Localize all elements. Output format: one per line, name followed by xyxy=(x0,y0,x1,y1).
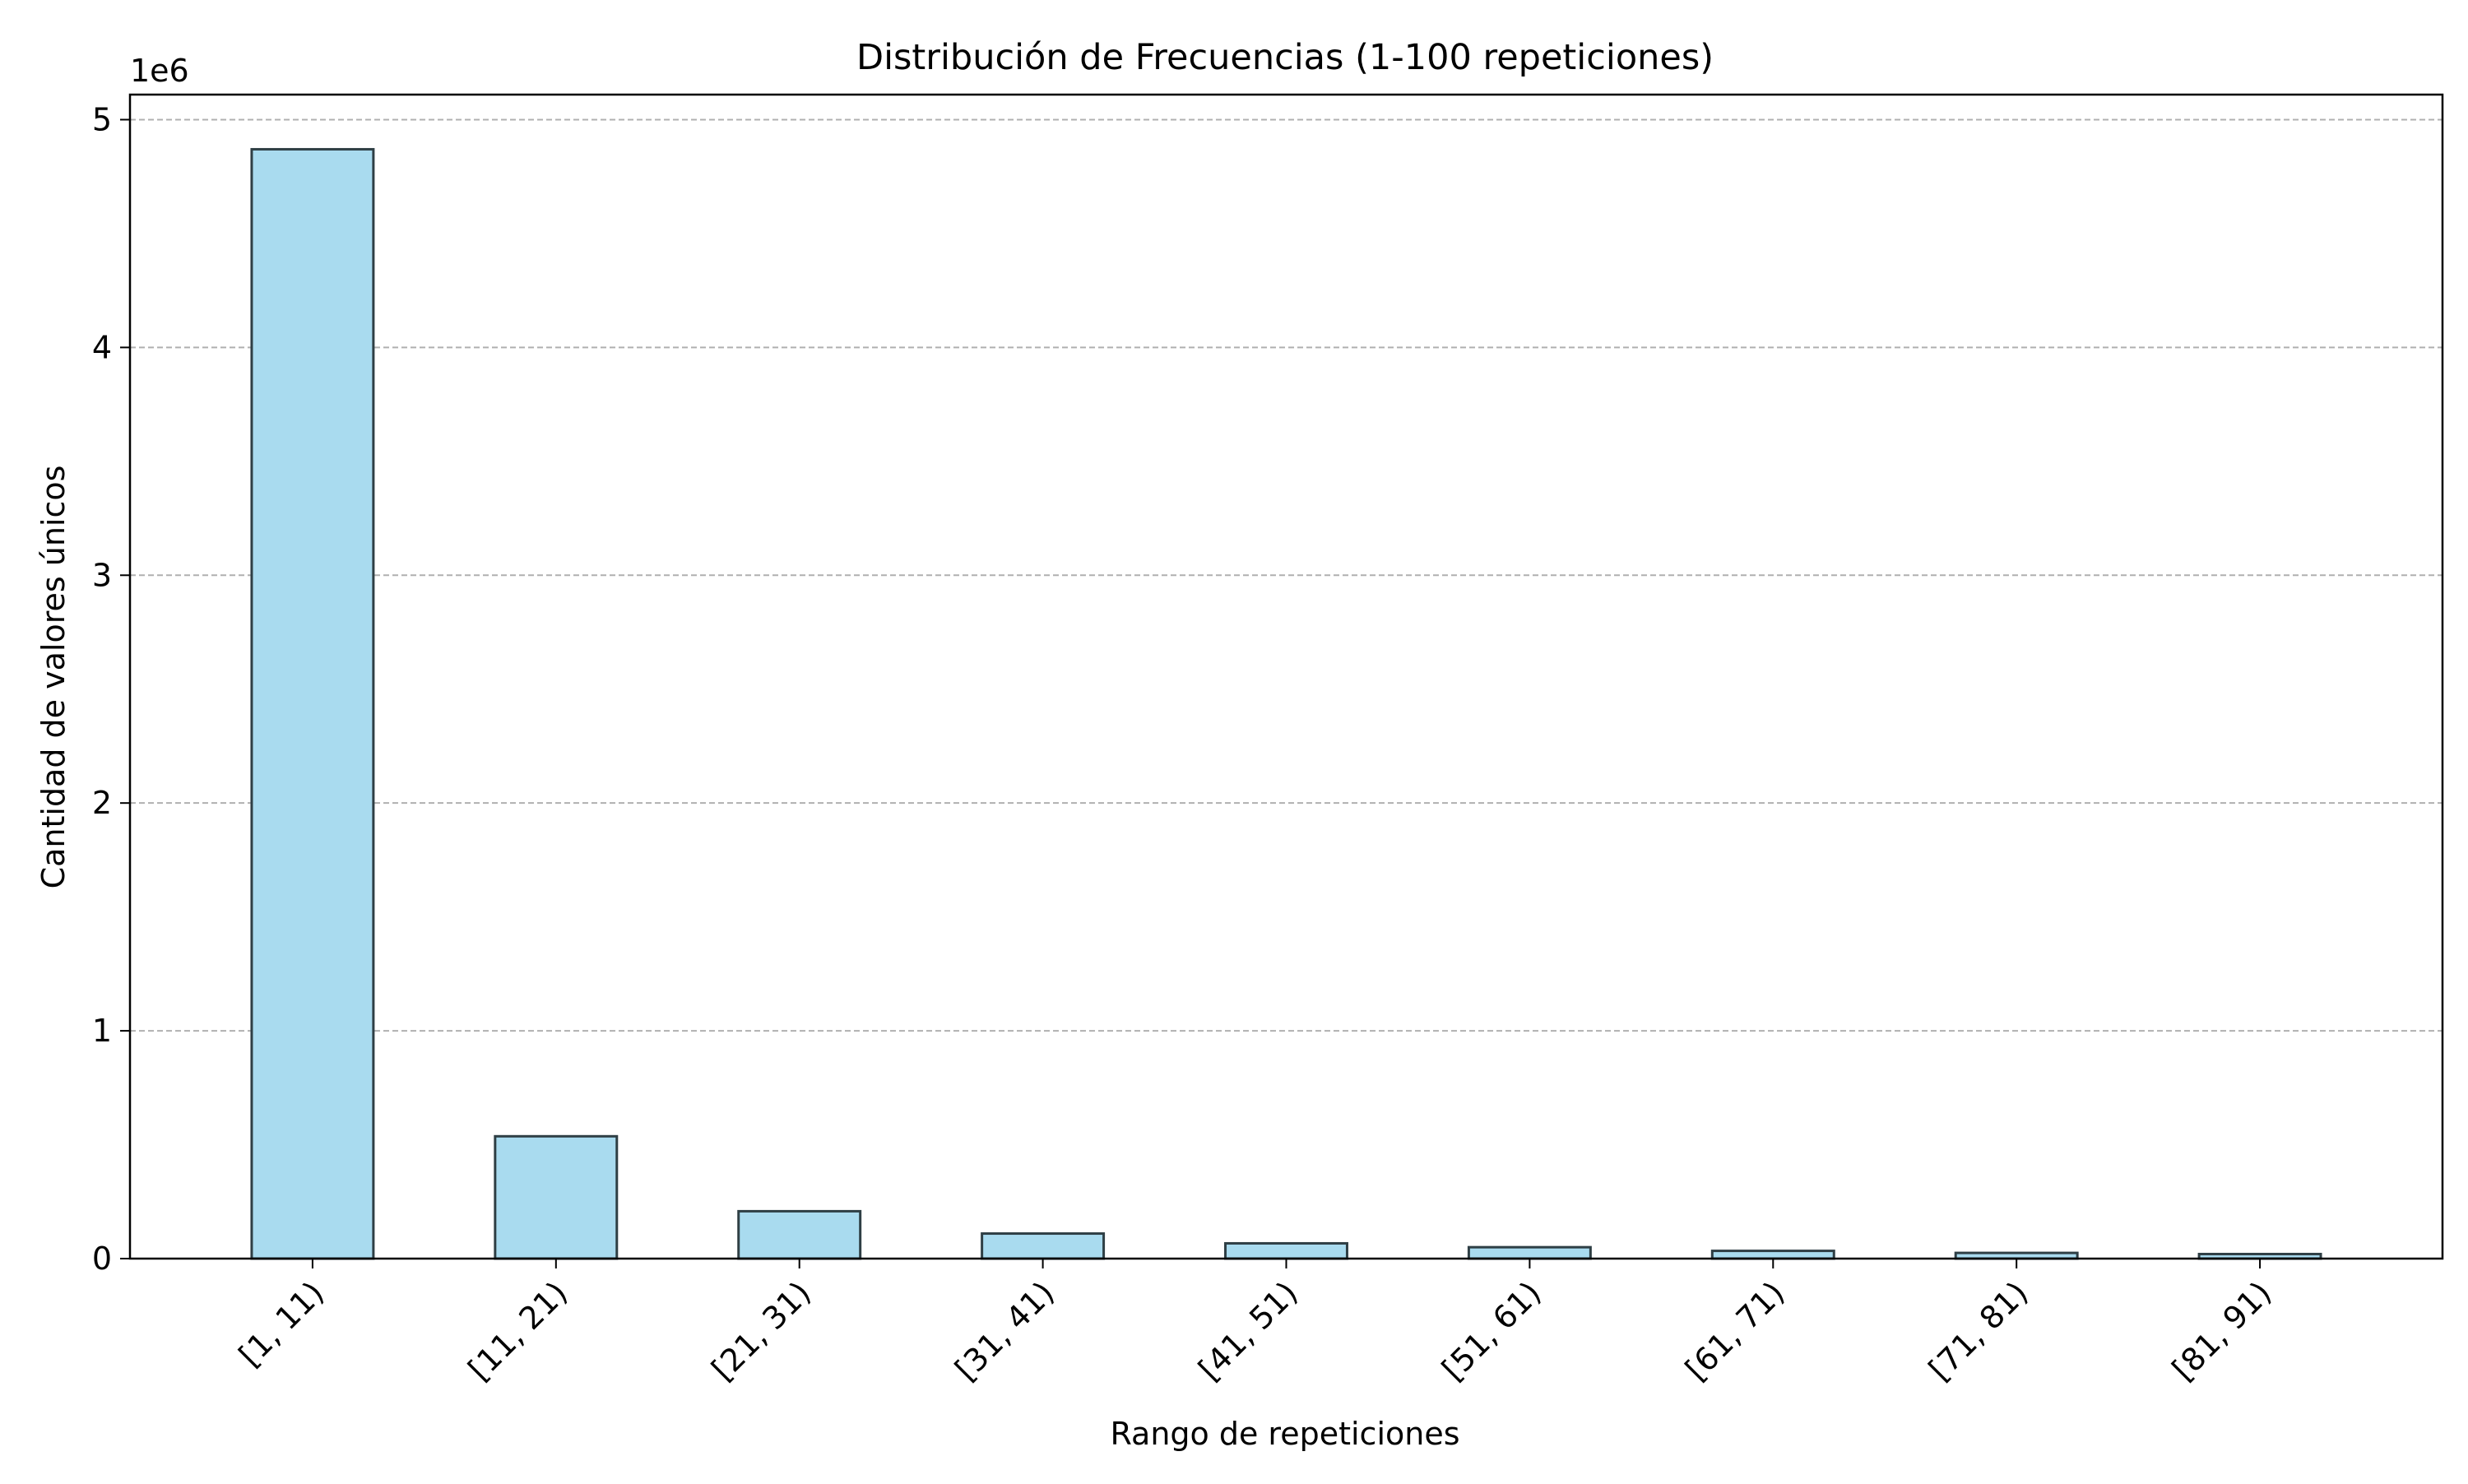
bars xyxy=(250,147,2322,1260)
y-tick-label: 2 xyxy=(92,785,112,821)
bar xyxy=(1224,1241,1348,1260)
bar xyxy=(1710,1250,1835,1260)
y-tick-label: 1 xyxy=(92,1013,112,1049)
chart-title: Distribución de Frecuencias (1-100 repet… xyxy=(856,37,1714,78)
plot-frame xyxy=(128,93,2444,1260)
bar xyxy=(494,1134,619,1260)
bar xyxy=(981,1232,1106,1260)
bar xyxy=(1467,1245,1592,1260)
bar xyxy=(250,147,375,1260)
y-axis-label: Cantidad de valores únicos xyxy=(35,466,72,889)
x-axis-label: Rango de repeticiones xyxy=(1110,1416,1459,1452)
axes xyxy=(120,93,2444,1268)
y-tick-label: 4 xyxy=(92,329,112,365)
y-tick-label: 0 xyxy=(92,1241,112,1277)
bar xyxy=(737,1209,862,1260)
y-tick-label: 3 xyxy=(92,557,112,593)
grid-lines xyxy=(130,118,2442,1032)
y-tick-label: 5 xyxy=(92,101,112,137)
y-axis-offset-label: 1e6 xyxy=(130,53,189,89)
